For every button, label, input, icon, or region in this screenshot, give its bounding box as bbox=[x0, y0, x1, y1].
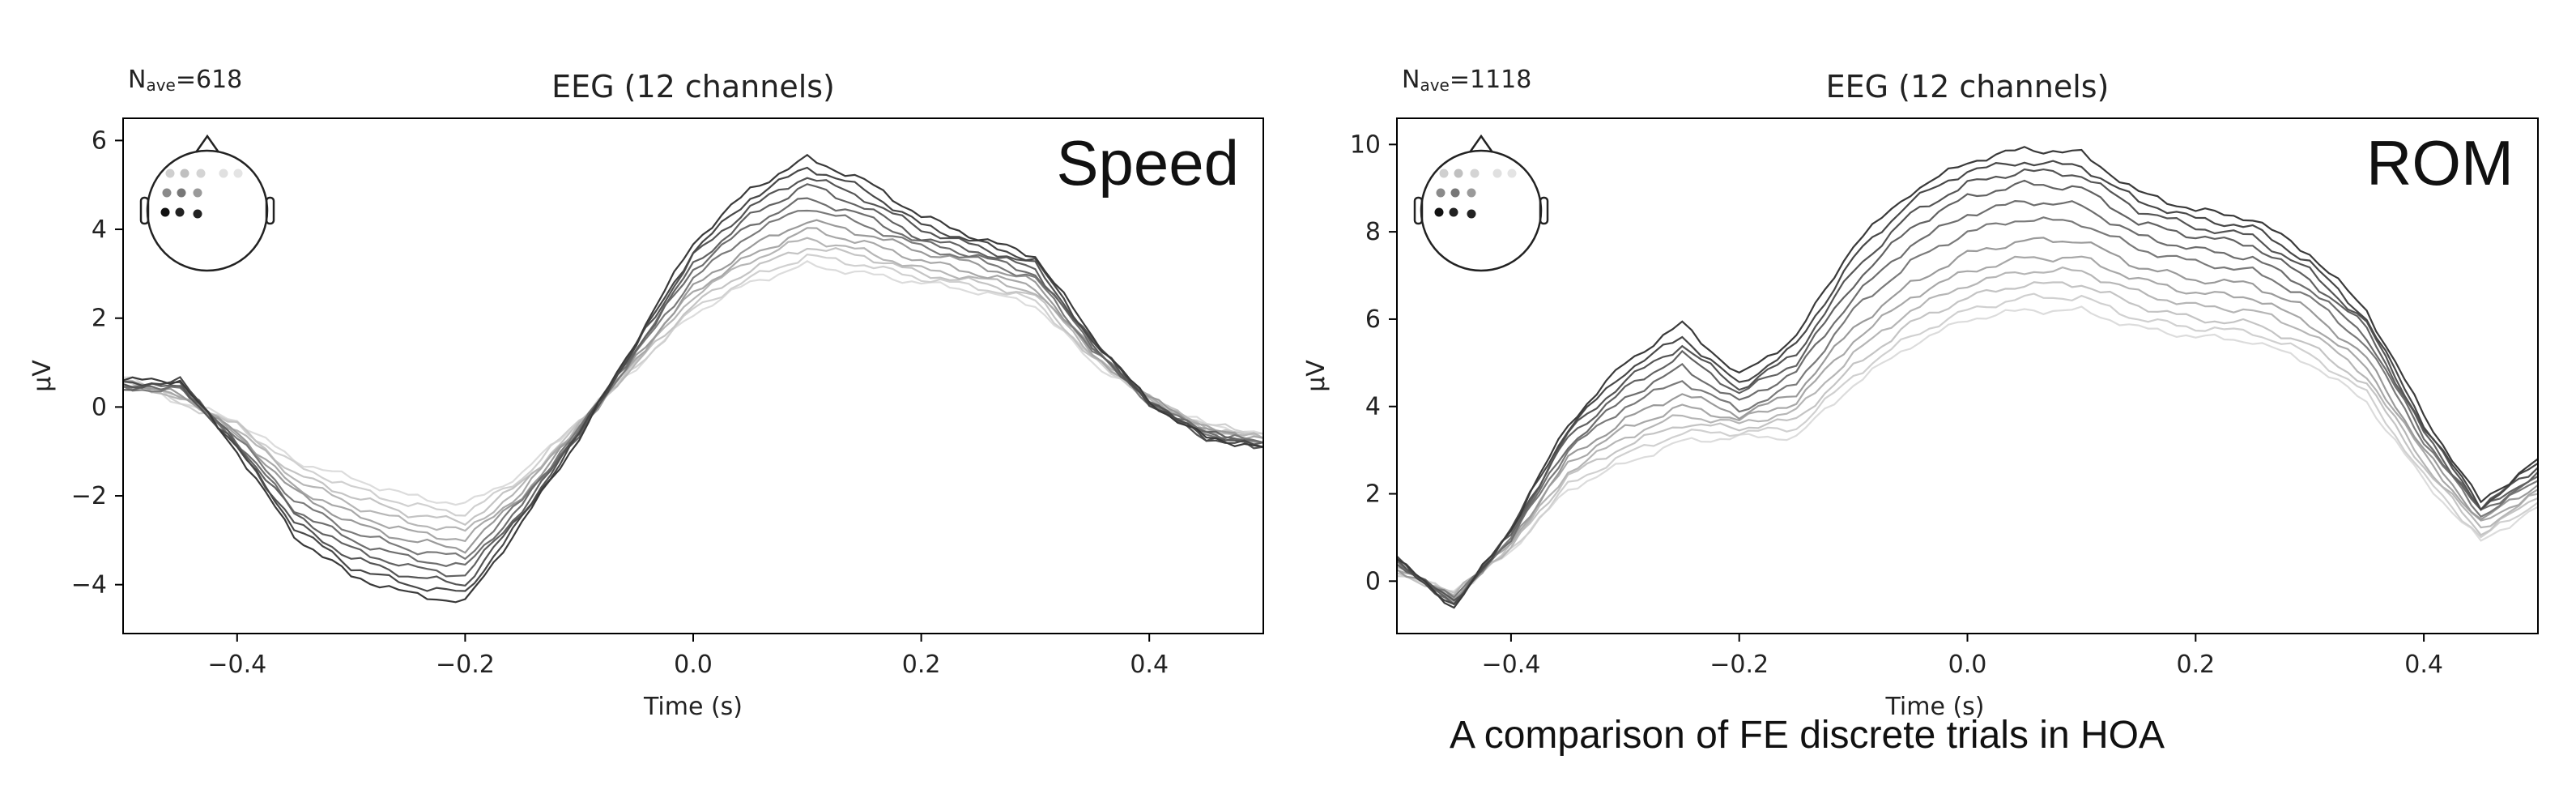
x-tick-label: 0.4 bbox=[2404, 651, 2443, 679]
eeg-channel-line bbox=[122, 227, 1264, 543]
x-tick-label: 0.4 bbox=[1130, 651, 1169, 679]
x-tick-label: −0.4 bbox=[1481, 651, 1540, 679]
eeg-channel-line bbox=[122, 153, 1264, 604]
eeg-channel-line bbox=[1396, 168, 2539, 602]
eeg-channel-line bbox=[1396, 237, 2539, 601]
x-tick-label: 0.2 bbox=[902, 651, 941, 679]
condition-annotation: ROM bbox=[2366, 127, 2514, 198]
eeg-channel-line bbox=[122, 237, 1264, 532]
y-tick-label: 4 bbox=[1365, 393, 1381, 421]
y-tick-label: 6 bbox=[1365, 305, 1381, 334]
y-tick-label: 6 bbox=[92, 126, 107, 155]
nave-label: Nave=1118 bbox=[1402, 66, 1531, 95]
x-tick-label: 0.0 bbox=[674, 651, 713, 679]
y-tick-label: 0 bbox=[1365, 567, 1381, 595]
eeg-channel-line bbox=[122, 209, 1264, 561]
sensor-head-icon bbox=[1413, 134, 1549, 272]
x-tick-label: 0.2 bbox=[2176, 651, 2215, 679]
y-tick-label: 0 bbox=[92, 393, 107, 421]
eeg-channel-line bbox=[1396, 281, 2539, 594]
eeg-panel-speed: −0.4 −0.2 0.0 0.2 0.4 −4 −2 0 2 4 6 Time (s) µV EEG (… bbox=[28, 66, 1264, 721]
nave-label: Nave=618 bbox=[128, 66, 242, 95]
x-tick-label: −0.2 bbox=[436, 651, 495, 679]
eeg-channel-line bbox=[122, 197, 1264, 567]
y-axis-label: µV bbox=[1302, 360, 1331, 392]
eeg-channel-line bbox=[1396, 266, 2539, 597]
eeg-channel-line bbox=[1396, 216, 2539, 599]
eeg-panel-rom: −0.4 −0.2 0.0 0.2 0.4 0 2 4 6 8 10 Time (s) µV EEG (1… bbox=[1302, 66, 2539, 721]
condition-annotation: Speed bbox=[1056, 127, 1239, 198]
y-tick-label: 8 bbox=[1365, 218, 1381, 246]
eeg-channel-line bbox=[1396, 146, 2539, 609]
y-tick-label: 2 bbox=[92, 305, 107, 333]
y-tick-label: 2 bbox=[1365, 480, 1381, 509]
eeg-channel-line bbox=[1396, 160, 2539, 606]
y-tick-label: −2 bbox=[71, 482, 107, 510]
x-axis-label: Time (s) bbox=[643, 693, 743, 721]
eeg-channel-line bbox=[1396, 199, 2539, 605]
eeg-channel-line bbox=[1396, 305, 2539, 592]
y-tick-label: 10 bbox=[1350, 130, 1381, 159]
eeg-channel-line bbox=[122, 166, 1264, 592]
y-tick-label: 4 bbox=[92, 216, 107, 244]
eeg-channel-line bbox=[122, 183, 1264, 578]
eeg-channel-line bbox=[1396, 255, 2539, 604]
x-tick-label: 0.0 bbox=[1948, 651, 1987, 679]
sensor-head-icon bbox=[139, 134, 275, 272]
x-tick-label: −0.2 bbox=[1710, 651, 1769, 679]
eeg-channel-line bbox=[1396, 179, 2539, 606]
chart-title: EEG (12 channels) bbox=[1826, 69, 2110, 105]
eeg-channel-line bbox=[122, 247, 1264, 526]
eeg-channel-line bbox=[122, 260, 1264, 506]
chart-title: EEG (12 channels) bbox=[551, 69, 835, 105]
y-tick-label: −4 bbox=[71, 571, 107, 600]
x-tick-label: −0.4 bbox=[207, 651, 266, 679]
x-axis-label: Time (s) bbox=[1885, 693, 1985, 721]
eeg-channel-line bbox=[122, 253, 1264, 517]
y-axis-label: µV bbox=[28, 360, 57, 392]
figure-caption: A comparison of FE discrete trials in HO… bbox=[1450, 714, 2165, 757]
eeg-channel-line bbox=[122, 177, 1264, 587]
eeg-channel-line bbox=[1396, 292, 2539, 596]
